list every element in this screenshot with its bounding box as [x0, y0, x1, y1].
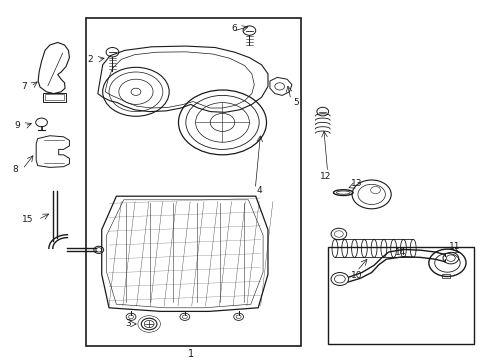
Text: 2: 2 [87, 55, 93, 64]
Text: 7: 7 [21, 82, 27, 91]
Bar [85, 18, 300, 346]
Text: 6: 6 [231, 24, 237, 33]
Text: 3: 3 [125, 320, 131, 328]
Text: 9: 9 [15, 122, 20, 130]
Text: 14: 14 [394, 248, 406, 257]
Text: 13: 13 [350, 179, 362, 188]
Text: 10: 10 [350, 271, 362, 280]
Text: 12: 12 [319, 172, 330, 181]
Text: 1: 1 [187, 348, 193, 359]
Text: 4: 4 [256, 186, 262, 195]
Text: 5: 5 [292, 98, 298, 107]
Text: 15: 15 [21, 215, 33, 224]
Text: 8: 8 [13, 165, 19, 174]
Bar [441, 274, 449, 278]
Bar [45, 94, 63, 100]
Text: 11: 11 [448, 242, 460, 251]
Bar [327, 247, 473, 344]
